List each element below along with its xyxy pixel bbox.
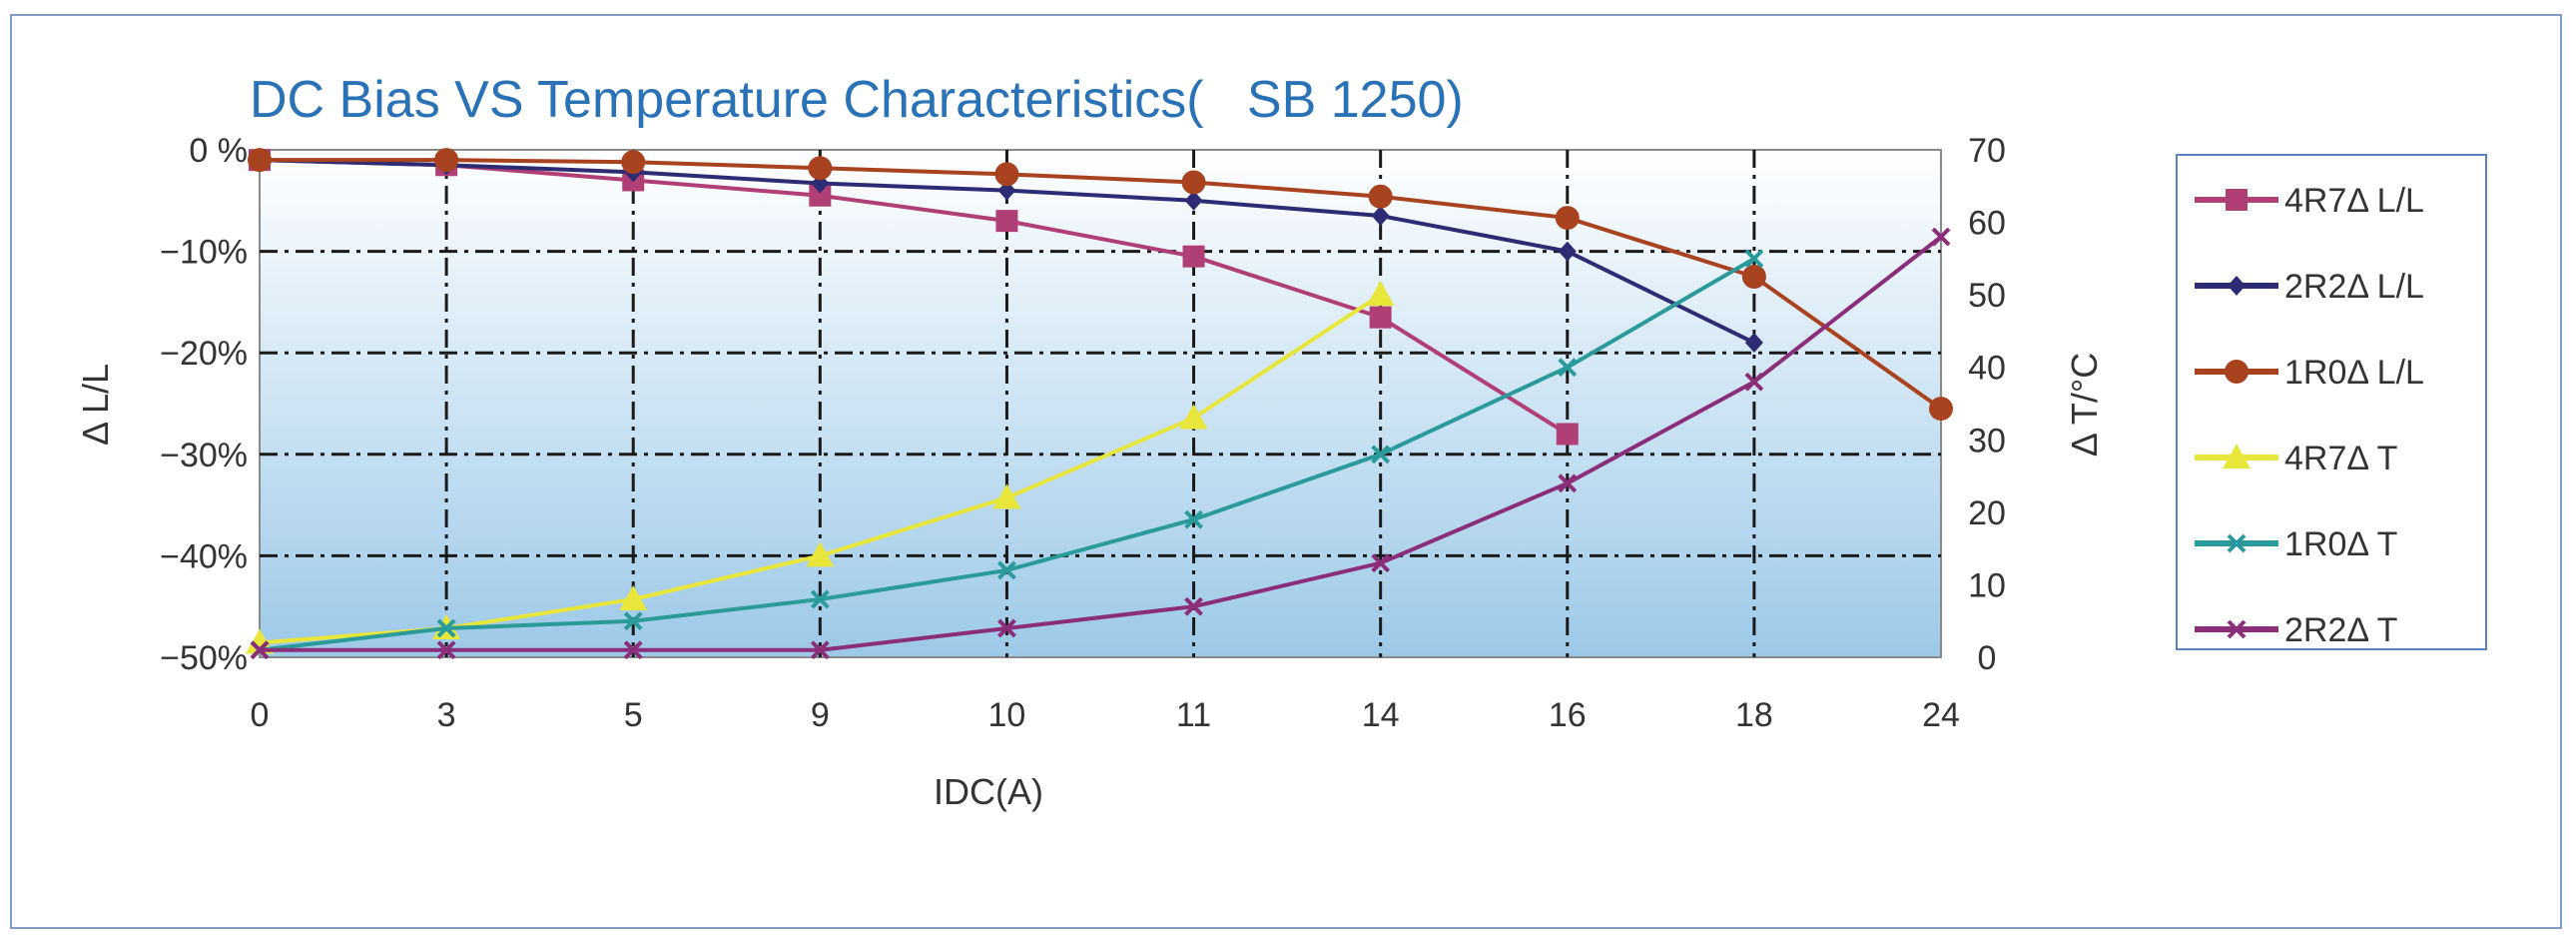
data-point-triangle — [992, 483, 1021, 509]
y-left-tick-label: −30% — [160, 437, 248, 474]
data-point-circle — [1741, 265, 1766, 289]
data-point-x — [1184, 509, 1203, 529]
data-point-x — [1931, 227, 1951, 247]
plot-area — [259, 149, 1942, 658]
data-point-diamond — [1184, 190, 1203, 211]
x-tick-label: 0 — [251, 696, 270, 734]
y-right-tick-label: 50 — [1968, 277, 2006, 315]
data-point-circle — [248, 148, 272, 173]
legend-label: 1R0Δ L/L — [2284, 354, 2424, 392]
y-right-tick-label: 40 — [1968, 350, 2006, 388]
data-point-x — [2227, 533, 2247, 553]
y-axis-left-label: Δ L/L — [75, 364, 116, 446]
data-point-diamond — [2228, 276, 2246, 296]
data-point-x — [1184, 596, 1203, 616]
data-point-x — [436, 618, 456, 638]
data-point-square — [809, 184, 832, 207]
data-point-triangle — [1366, 281, 1395, 307]
data-point-x — [810, 640, 830, 660]
data-point-square — [995, 210, 1018, 233]
y-right-tick-label: 70 — [1968, 132, 2006, 170]
data-point-circle — [1555, 206, 1580, 231]
data-point-circle — [994, 162, 1019, 187]
y-right-tick-label: 60 — [1968, 205, 2006, 243]
data-point-square — [1369, 306, 1392, 329]
data-point-triangle — [2223, 444, 2251, 468]
y-right-tick-label: 0 — [1978, 639, 1997, 677]
chart-title: DC Bias VS Temperature Characteristics( … — [250, 71, 1464, 129]
data-point-diamond — [1371, 206, 1390, 227]
data-point-diamond — [997, 180, 1016, 201]
y-left-tick-label: 0 % — [189, 132, 248, 170]
x-tick-label: 18 — [1735, 696, 1773, 734]
data-point-circle — [1929, 397, 1953, 422]
legend-label: 4R7Δ T — [2284, 440, 2397, 477]
data-point-square — [2226, 189, 2248, 211]
legend-label: 2R2Δ T — [2284, 611, 2397, 649]
data-point-x — [623, 640, 643, 660]
data-point-square — [1556, 423, 1579, 446]
x-axis-label: IDC(A) — [934, 771, 1043, 812]
x-tick-label: 3 — [437, 696, 456, 734]
data-point-x — [997, 618, 1016, 638]
legend-label: 1R0Δ T — [2284, 525, 2397, 563]
data-point-x — [436, 640, 456, 660]
data-point-circle — [2225, 360, 2249, 384]
data-point-x — [623, 611, 643, 631]
data-point-triangle — [806, 541, 835, 567]
data-point-circle — [621, 150, 646, 175]
legend-box — [2176, 154, 2487, 650]
data-point-x — [1744, 372, 1764, 392]
legend-label: 2R2Δ L/L — [2284, 268, 2424, 306]
data-point-x — [1371, 553, 1391, 573]
y-left-tick-label: −50% — [160, 639, 248, 677]
data-point-circle — [1181, 170, 1206, 195]
data-point-circle — [1368, 184, 1393, 209]
y-right-tick-label: 10 — [1968, 566, 2006, 604]
data-point-x — [2227, 619, 2247, 639]
data-point-x — [1744, 249, 1764, 269]
y-left-tick-label: −20% — [160, 335, 248, 373]
data-point-circle — [808, 156, 833, 181]
data-point-x — [250, 640, 270, 660]
data-point-x — [810, 589, 830, 609]
x-tick-label: 5 — [624, 696, 643, 734]
legend-label: 4R7Δ L/L — [2284, 182, 2424, 220]
x-tick-label: 14 — [1362, 696, 1400, 734]
data-point-x — [997, 560, 1016, 580]
data-point-x — [1371, 445, 1391, 465]
data-point-diamond — [1744, 333, 1763, 354]
data-point-triangle — [619, 584, 648, 610]
y-left-tick-label: −40% — [160, 537, 248, 575]
x-tick-label: 9 — [811, 696, 830, 734]
data-point-diamond — [1558, 241, 1577, 262]
y-axis-right-label: Δ T/°C — [2064, 353, 2105, 457]
x-tick-label: 10 — [988, 696, 1026, 734]
data-point-circle — [434, 148, 459, 173]
data-point-triangle — [1179, 404, 1208, 430]
y-right-tick-label: 20 — [1968, 494, 2006, 532]
data-point-square — [1182, 245, 1205, 268]
y-right-tick-label: 30 — [1968, 422, 2006, 460]
series-line — [260, 158, 1943, 411]
x-tick-label: 24 — [1922, 696, 1960, 734]
x-tick-label: 16 — [1549, 696, 1587, 734]
data-point-x — [1558, 473, 1578, 493]
y-left-tick-label: −10% — [160, 234, 248, 272]
series-line — [260, 235, 1943, 652]
data-point-x — [1558, 358, 1578, 378]
x-tick-label: 11 — [1176, 696, 1211, 734]
